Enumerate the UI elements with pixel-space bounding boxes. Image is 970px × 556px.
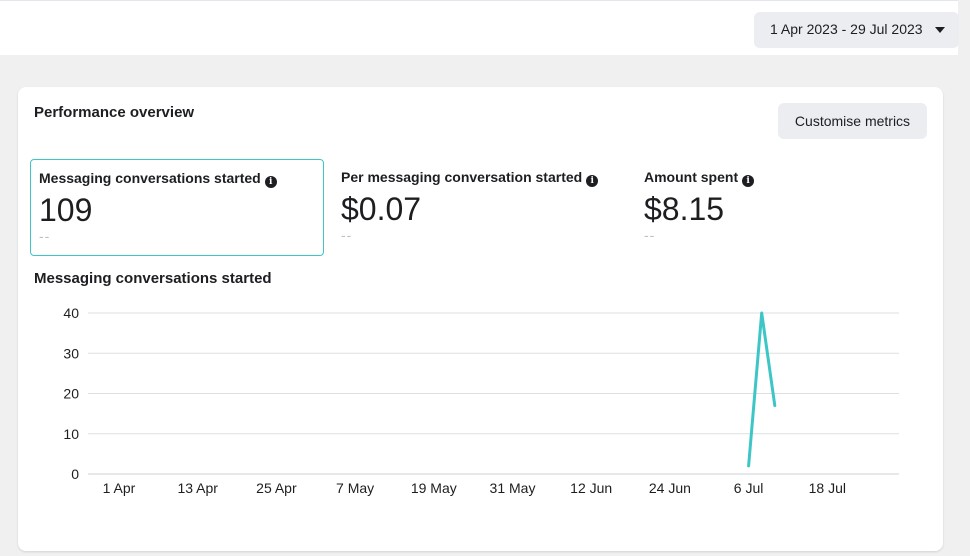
y-tick-label: 40: [63, 305, 79, 321]
metric-messaging-conversations[interactable]: Messaging conversations started i 109 --: [30, 159, 324, 256]
x-tick-label: 25 Apr: [256, 480, 297, 496]
metric-label-row: Messaging conversations started i: [39, 170, 277, 188]
metric-label: Amount spent: [644, 169, 739, 185]
series-line: [747, 311, 777, 468]
metric-comparison: --: [644, 227, 656, 243]
performance-overview-card: Performance overview Customise metrics M…: [18, 87, 943, 551]
x-tick-label: 6 Jul: [734, 480, 764, 496]
x-tick-label: 24 Jun: [649, 480, 691, 496]
line-chart: 0 10 20 30 40 1 Apr 13 Apr 25 Apr 7 May 19 May 31…: [63, 305, 899, 496]
chevron-down-icon: [935, 27, 945, 33]
y-tick-label: 10: [63, 426, 79, 442]
x-tick-label: 18 Jul: [809, 480, 846, 496]
info-icon[interactable]: i: [742, 175, 755, 187]
metric-cost-per-conversation[interactable]: Per messaging conversation started i $0.0…: [333, 159, 627, 256]
metric-value: $8.15: [644, 191, 725, 227]
metric-label: Messaging conversations started: [39, 170, 261, 186]
metric-label-row: Amount spent i: [644, 169, 755, 187]
y-tick-label: 30: [63, 345, 79, 361]
info-icon[interactable]: i: [586, 175, 599, 187]
customise-metrics-button[interactable]: Customise metrics: [778, 103, 927, 139]
metric-amount-spent[interactable]: Amount spent i $8.15 --: [636, 159, 930, 256]
metric-comparison: --: [341, 227, 353, 243]
metric-comparison: --: [39, 228, 51, 244]
top-bar: 1 Apr 2023 - 29 Jul 2023: [0, 0, 959, 55]
x-tick-label: 13 Apr: [177, 480, 218, 496]
metric-label-row: Per messaging conversation started i: [341, 169, 599, 187]
chart-title: Messaging conversations started: [34, 270, 272, 287]
card-title: Performance overview: [34, 104, 195, 121]
y-tick-label: 0: [71, 466, 79, 482]
x-tick-label: 1 Apr: [103, 480, 136, 496]
date-range-picker[interactable]: 1 Apr 2023 - 29 Jul 2023: [754, 12, 959, 48]
info-icon[interactable]: i: [264, 176, 277, 188]
y-tick-label: 20: [63, 386, 79, 402]
metric-value: $0.07: [341, 191, 422, 227]
date-range-label: 1 Apr 2023 - 29 Jul 2023: [770, 21, 923, 37]
x-tick-label: 31 May: [490, 480, 536, 496]
x-tick-label: 19 May: [411, 480, 457, 496]
metric-label: Per messaging conversation started: [341, 169, 583, 185]
x-tick-label: 7 May: [336, 480, 374, 496]
x-tick-label: 12 Jun: [570, 480, 612, 496]
metric-value: 109: [39, 192, 93, 228]
scrollbar[interactable]: [964, 0, 970, 556]
